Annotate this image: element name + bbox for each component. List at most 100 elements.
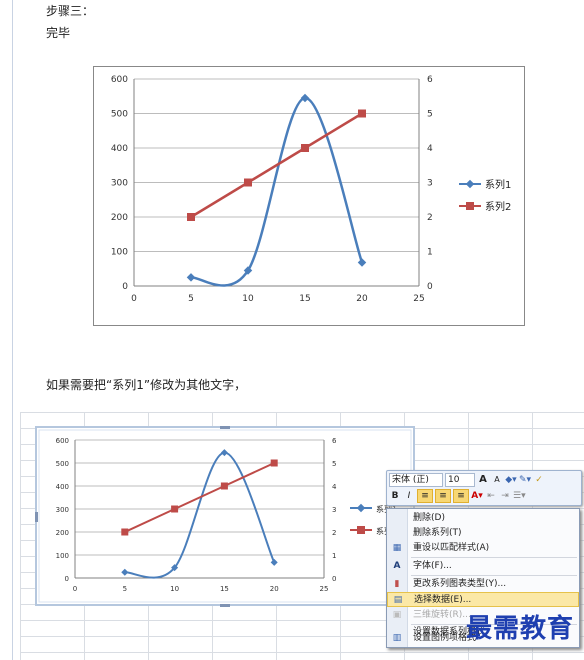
legend-marker [357,526,365,534]
y-left-tick-label: 400 [111,144,128,154]
menu-item-label: 删除(D) [413,513,445,523]
menu-item-delete-series[interactable]: 删除系列(T) [387,526,579,541]
series-2-point [358,109,366,118]
series-1-line [190,96,364,287]
line-color-icon[interactable]: ✎▾ [519,475,532,485]
format-legend-icon: ▥ [392,633,402,643]
y-left-tick-label: 100 [111,248,128,258]
legend-marker [465,179,475,189]
series-1-point [357,258,367,267]
series-2-line [124,462,275,533]
menu-separator [411,624,577,625]
x-tick-label: 10 [242,294,254,304]
fill-color-icon[interactable]: ◆▾ [505,475,517,485]
menu-item-label: 重设以匹配样式(A) [413,543,490,553]
menu-item-label: 字体(F)... [413,561,452,571]
series-2-point [121,528,129,536]
mini-format-toolbar: 宋体 (正) 10 A A ◆▾ ✎▾ ✓ B I ≡ ≡ ≡ A▾ ⇤ ⇥ ☰… [386,470,582,506]
align-center-icon[interactable]: ≡ [435,489,451,503]
y-right-tick-label: 3 [427,179,433,189]
instruction-text: 如果需要把“系列1”修改为其他文字， [46,378,247,392]
menu-separator [411,575,577,576]
context-menu: 删除(D) 删除系列(T) ▦ 重设以匹配样式(A) A 字体(F)... ▮ 更改系… [386,508,580,648]
x-tick-label: 5 [188,294,194,304]
increase-indent-icon[interactable]: ⇥ [501,491,509,501]
y-right-tick-label: 2 [332,529,336,537]
x-tick-label: 25 [413,294,424,304]
resize-handle-left[interactable] [35,512,38,522]
legend-label: 系列2 [485,200,511,213]
y-left-tick-label: 200 [111,213,128,223]
series-1-point [243,266,253,275]
y-right-tick-label: 6 [332,437,337,445]
font-name-box[interactable]: 宋体 (正) [389,473,443,487]
series-2-point [301,144,309,152]
resize-handle-bottom[interactable] [220,604,230,607]
menu-item-reset-style[interactable]: ▦ 重设以匹配样式(A) [387,541,579,556]
menu-item-label: 设置数据系列格式 [413,627,486,637]
y-right-tick-label: 5 [332,460,336,468]
menu-separator [411,557,577,558]
shrink-font-button[interactable]: A [494,475,500,484]
y-right-tick-label: 2 [427,213,433,223]
select-data-icon: ▤ [393,595,403,605]
menu-item-label: 更改系列图表类型(Y)... [413,579,507,589]
menu-item-font[interactable]: A 字体(F)... [387,559,579,574]
x-tick-label: 20 [356,294,368,304]
italic-button[interactable]: I [407,491,411,501]
bullets-icon[interactable]: ☰▾ [513,491,526,501]
y-right-tick-label: 1 [427,248,433,258]
y-left-tick-label: 200 [56,529,69,537]
series-2-point [244,178,252,187]
rotate-3d-icon: ▣ [392,610,402,620]
menu-item-format-legend[interactable]: ▥ 设置图例项格式 [387,631,579,646]
menu-item-change-chart-type[interactable]: ▮ 更改系列图表类型(Y)... [387,577,579,592]
y-right-tick-label: 0 [332,575,336,583]
y-left-tick-label: 600 [56,437,69,445]
align-left-icon[interactable]: ≡ [417,489,433,503]
align-right-icon[interactable]: ≡ [453,489,469,503]
series-2-point [270,459,278,467]
series-2-point [187,213,195,221]
y-right-tick-label: 6 [427,75,433,85]
y-right-tick-label: 4 [332,483,337,491]
series-2-line [190,112,363,219]
font-icon: A [393,561,401,571]
decrease-indent-icon[interactable]: ⇤ [487,491,495,501]
x-tick-label: 20 [270,585,279,593]
x-tick-label: 5 [123,585,127,593]
x-tick-label: 25 [320,585,329,593]
reset-style-icon: ▦ [392,543,402,553]
y-left-tick-label: 500 [111,110,128,120]
x-tick-label: 15 [220,585,229,593]
font-color-icon[interactable]: A▾ [471,491,483,501]
y-right-tick-label: 3 [332,506,336,514]
y-left-tick-label: 100 [56,552,69,560]
menu-item-format-series[interactable]: 设置数据系列格式 [387,615,579,637]
menu-item-delete[interactable]: 删除(D) [387,511,579,526]
y-left-tick-label: 600 [111,75,128,85]
resize-handle-top[interactable] [220,426,230,429]
menu-item-3d-rotation[interactable]: ▣ 三维旋转(R)... [387,608,579,623]
series-1-point [121,568,129,576]
series-1-point [186,273,196,282]
watermark-logo: 最需教育 [466,614,575,644]
y-left-tick-label: 500 [56,460,69,468]
y-left-tick-label: 300 [56,506,69,514]
format-painter-icon[interactable]: ✓ [535,475,543,485]
step-done-text: 完毕 [46,26,71,40]
step-title: 步骤三： [46,4,95,18]
grow-font-button[interactable]: A [479,474,487,485]
y-right-tick-label: 4 [427,144,433,154]
series-1-line [124,451,276,579]
menu-item-select-data[interactable]: ▤ 选择数据(E)... [387,592,579,607]
y-left-tick-label: 0 [122,282,128,292]
x-tick-label: 0 [73,585,77,593]
y-left-tick-label: 0 [65,575,69,583]
bold-button[interactable]: B [391,491,399,501]
font-size-box[interactable]: 10 [445,473,475,487]
series-1-point [220,449,228,457]
y-right-tick-label: 1 [332,552,336,560]
